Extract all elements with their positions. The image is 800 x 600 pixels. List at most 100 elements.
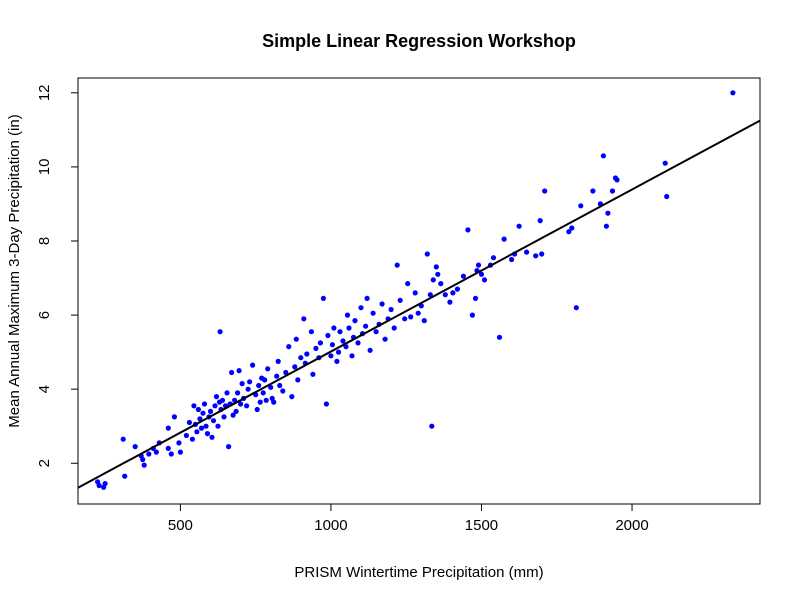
x-tick-label: 2000 [615, 517, 648, 534]
data-point [141, 462, 147, 468]
data-point [460, 273, 466, 279]
x-axis: 500 1000 1500 2000 [168, 504, 649, 534]
data-point [132, 444, 138, 450]
data-point [201, 401, 208, 407]
data-point [195, 406, 201, 413]
data-point [481, 277, 488, 283]
data-point [236, 368, 242, 374]
data-point [730, 90, 736, 96]
data-point [213, 394, 220, 400]
data-point [304, 351, 310, 357]
y-tick-label: 12 [36, 84, 53, 101]
data-point [566, 229, 572, 235]
data-point [475, 262, 482, 268]
data-point [245, 386, 251, 392]
data-point [215, 423, 221, 429]
data-point [382, 336, 388, 342]
data-point [295, 377, 301, 383]
data-point [186, 419, 192, 426]
data-point [358, 305, 364, 311]
data-point [397, 297, 403, 303]
data-point [262, 377, 268, 383]
data-point [153, 449, 159, 455]
data-point [379, 301, 385, 307]
data-point [197, 416, 203, 422]
data-point [433, 264, 439, 270]
data-point [250, 362, 256, 368]
data-point [277, 382, 283, 389]
data-point [268, 384, 274, 390]
data-point [578, 203, 584, 209]
data-point [171, 414, 177, 420]
data-point [472, 295, 479, 301]
data-point [209, 434, 215, 440]
data-point [335, 349, 342, 355]
data-point [308, 329, 314, 335]
data-point [447, 299, 453, 305]
data-point [569, 225, 575, 231]
data-point [542, 188, 548, 194]
data-point [230, 412, 236, 418]
y-axis: 2 4 6 8 10 12 [36, 84, 78, 467]
y-tick-label: 8 [36, 237, 53, 245]
x-tick-label: 1500 [465, 517, 498, 534]
data-point [340, 338, 346, 344]
data-point [367, 347, 373, 353]
data-point [364, 295, 370, 301]
data-point [427, 292, 433, 298]
data-point [254, 406, 260, 413]
data-point [283, 369, 289, 376]
data-point [391, 325, 397, 331]
data-point [289, 394, 295, 400]
data-point [219, 397, 226, 403]
data-point [207, 408, 214, 414]
data-point [363, 323, 369, 329]
data-point [212, 403, 218, 409]
data-point [370, 310, 376, 316]
data-point [238, 401, 244, 407]
data-point [421, 318, 427, 324]
data-point [168, 451, 174, 457]
data-point [496, 334, 503, 340]
data-point [198, 425, 205, 431]
data-point [343, 344, 349, 350]
data-point [191, 403, 197, 409]
y-axis-label: Mean Annual Maximum 3-Day Precipitation … [6, 114, 23, 427]
data-point [317, 340, 323, 346]
data-point [331, 325, 337, 331]
data-point [490, 255, 497, 261]
data-point [256, 382, 262, 389]
plot-frame [77, 77, 761, 505]
data-point [465, 227, 471, 233]
x-axis-label: PRISM Wintertime Precipitation (mm) [294, 564, 543, 581]
data-point [122, 473, 128, 479]
data-point [235, 390, 241, 396]
data-point [408, 314, 414, 320]
data-point [165, 425, 171, 431]
data-point [605, 210, 611, 216]
y-tick-label: 2 [36, 459, 53, 467]
data-point [388, 306, 394, 313]
data-point [509, 256, 515, 263]
data-point [352, 318, 358, 324]
data-point [537, 218, 543, 224]
data-point [203, 423, 209, 429]
data-point [239, 381, 245, 387]
data-point [257, 399, 263, 405]
regression-line [77, 119, 761, 489]
data-point [501, 236, 507, 242]
data-point [323, 401, 329, 407]
data-point [275, 358, 281, 364]
data-point [274, 373, 280, 379]
chart-title: Simple Linear Regression Workshop [262, 31, 576, 51]
data-point [286, 344, 292, 350]
data-point [600, 153, 607, 159]
data-point [189, 436, 195, 442]
data-point [415, 310, 421, 316]
data-point [233, 408, 239, 414]
data-point [146, 451, 152, 457]
data-point [247, 379, 253, 385]
data-point [664, 193, 670, 200]
data-point [298, 355, 304, 361]
